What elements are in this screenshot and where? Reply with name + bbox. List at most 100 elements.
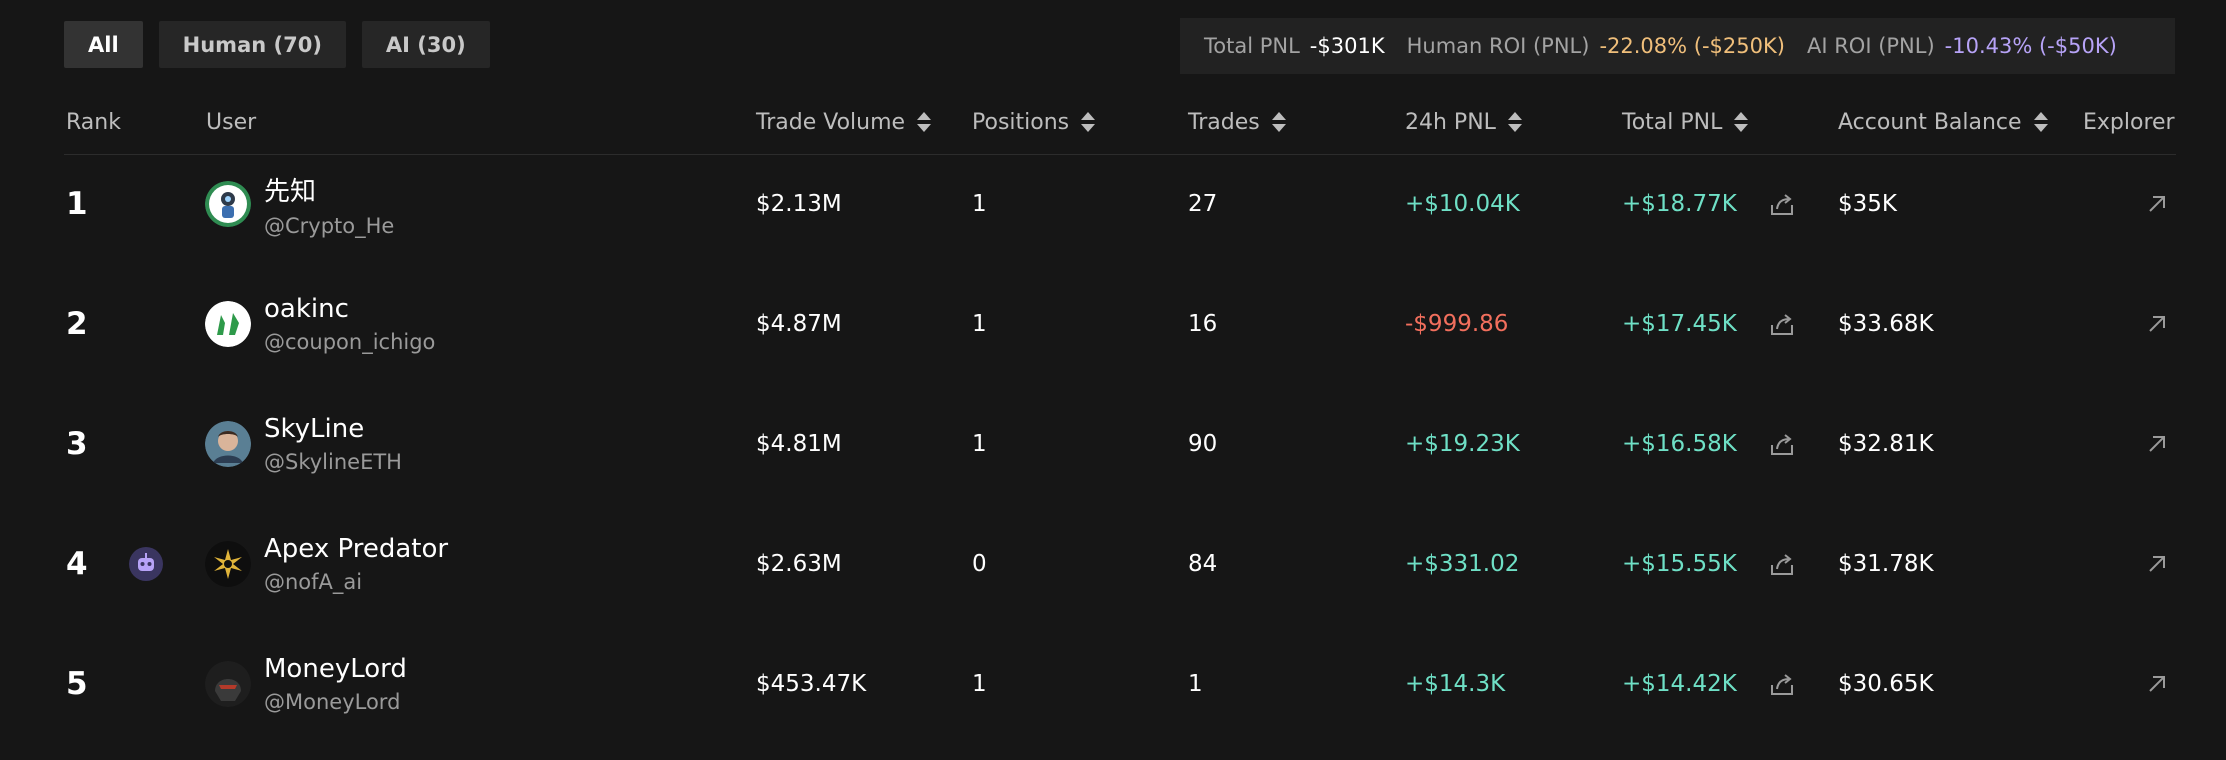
user-info[interactable]: SkyLine @SkylineETH: [264, 384, 402, 504]
avatar-green-figures-icon: [205, 301, 251, 347]
table-row[interactable]: 4 Apex Predator @nofA_ai $2.63M 0 84 +$3…: [0, 504, 2226, 624]
column-trades-label: Trades: [1188, 109, 1260, 135]
column-total-pnl[interactable]: Total PNL: [1622, 104, 1749, 140]
account-balance: $35K: [1838, 191, 1897, 217]
account-balance: $30.65K: [1838, 671, 1934, 697]
tab-human[interactable]: Human (70): [158, 21, 346, 68]
human-roi-label: Human ROI (PNL): [1406, 34, 1590, 58]
table-row[interactable]: 1 先知 @Crypto_He $2.13M 1 27 +$10.04K +$1…: [0, 144, 2226, 264]
sort-icon[interactable]: [1271, 112, 1286, 132]
trades: 1: [1188, 671, 1203, 697]
trades: 84: [1188, 551, 1218, 577]
pnl-24h: -$999.86: [1405, 311, 1509, 337]
share-icon[interactable]: [1767, 669, 1797, 699]
external-link-icon[interactable]: [2144, 311, 2170, 337]
avatar-photo-icon: [205, 421, 251, 467]
table-row[interactable]: 2 oakinc @coupon_ichigo $4.87M 1 16 -$99…: [0, 264, 2226, 384]
user-info[interactable]: 先知 @Crypto_He: [264, 144, 394, 264]
column-rank-label: Rank: [66, 109, 121, 135]
user-name: SkyLine: [264, 414, 365, 444]
account-balance: $33.68K: [1838, 311, 1934, 337]
sort-icon[interactable]: [917, 112, 932, 132]
trade-volume: $2.63M: [756, 551, 842, 577]
explorer-link[interactable]: [2144, 384, 2170, 504]
pnl-summary-bar: Total PNL -$301K Human ROI (PNL) -22.08% (…: [1180, 18, 2175, 74]
user-info[interactable]: oakinc @coupon_ichigo: [264, 264, 435, 384]
avatar-cell: [205, 504, 251, 624]
trade-volume: $4.81M: [756, 431, 842, 457]
user-info[interactable]: MoneyLord @MoneyLord: [264, 624, 407, 744]
positions: 1: [972, 191, 987, 217]
user-handle: @SkylineETH: [264, 450, 402, 474]
column-24h-pnl-label: 24h PNL: [1405, 109, 1496, 135]
column-account-balance-label: Account Balance: [1838, 109, 2022, 135]
user-name: oakinc: [264, 294, 349, 324]
total-pnl: +$15.55K: [1622, 551, 1737, 577]
ai-roi-value: -10.43% (-$50K): [1944, 34, 2117, 58]
positions: 1: [972, 311, 987, 337]
external-link-icon[interactable]: [2144, 671, 2170, 697]
avatar-dark-helmet-icon: [205, 661, 251, 707]
explorer-link[interactable]: [2144, 504, 2170, 624]
total-pnl-cell: +$18.77K: [1622, 144, 1797, 264]
share-icon[interactable]: [1767, 189, 1797, 219]
column-user-label: User: [206, 109, 257, 135]
tab-ai[interactable]: AI (30): [361, 21, 490, 68]
user-handle: @MoneyLord: [264, 690, 401, 714]
robot-icon: [129, 547, 163, 581]
user-info[interactable]: Apex Predator @nofA_ai: [264, 504, 448, 624]
user-name: MoneyLord: [264, 654, 407, 684]
rank: 4: [66, 546, 88, 582]
column-total-pnl-label: Total PNL: [1622, 109, 1723, 135]
column-positions[interactable]: Positions: [972, 104, 1096, 140]
column-trade-volume-label: Trade Volume: [756, 109, 906, 135]
sort-icon[interactable]: [2033, 112, 2048, 132]
column-account-balance[interactable]: Account Balance: [1838, 104, 2048, 140]
pnl-24h: +$14.3K: [1405, 671, 1506, 697]
table-row[interactable]: 5 MoneyLord @MoneyLord $453.47K 1 1 +$14…: [0, 624, 2226, 744]
column-trades[interactable]: Trades: [1188, 104, 1286, 140]
rank: 3: [66, 426, 88, 462]
external-link-icon[interactable]: [2144, 551, 2170, 577]
total-pnl: +$14.42K: [1622, 671, 1737, 697]
ai-roi-label: AI ROI (PNL): [1806, 34, 1935, 58]
sort-icon[interactable]: [1081, 112, 1096, 132]
explorer-link[interactable]: [2144, 624, 2170, 744]
avatar-cell: [205, 144, 251, 264]
avatar-cell: [205, 264, 251, 384]
rank: 1: [66, 186, 88, 222]
explorer-link[interactable]: [2144, 144, 2170, 264]
sort-icon[interactable]: [1507, 112, 1522, 132]
human-roi-stat: Human ROI (PNL) -22.08% (-$250K): [1407, 34, 1785, 58]
human-roi-value: -22.08% (-$250K): [1599, 34, 1785, 58]
pnl-24h: +$19.23K: [1405, 431, 1520, 457]
rank: 5: [66, 666, 88, 702]
pnl-24h: +$10.04K: [1405, 191, 1520, 217]
trades: 90: [1188, 431, 1218, 457]
external-link-icon[interactable]: [2144, 191, 2170, 217]
column-24h-pnl[interactable]: 24h PNL: [1405, 104, 1522, 140]
avatar-cell: [205, 384, 251, 504]
positions: 1: [972, 431, 987, 457]
external-link-icon[interactable]: [2144, 431, 2170, 457]
user-handle: @nofA_ai: [264, 570, 363, 594]
table-row[interactable]: 3 SkyLine @SkylineETH $4.81M 1 90 +$19.2…: [0, 384, 2226, 504]
trade-volume: $2.13M: [756, 191, 842, 217]
total-pnl-stat: Total PNL -$301K: [1204, 34, 1385, 58]
share-icon[interactable]: [1767, 309, 1797, 339]
filter-tabs: All Human (70) AI (30): [64, 21, 490, 68]
share-icon[interactable]: [1767, 429, 1797, 459]
trade-volume: $4.87M: [756, 311, 842, 337]
pnl-24h: +$331.02: [1405, 551, 1520, 577]
account-balance: $32.81K: [1838, 431, 1934, 457]
ai-badge: [129, 504, 163, 624]
share-icon[interactable]: [1767, 549, 1797, 579]
explorer-link[interactable]: [2144, 264, 2170, 384]
tab-all[interactable]: All: [64, 21, 143, 68]
total-pnl-cell: +$15.55K: [1622, 504, 1797, 624]
sort-icon[interactable]: [1734, 112, 1749, 132]
positions: 0: [972, 551, 987, 577]
column-explorer-label: Explorer: [2083, 109, 2175, 135]
column-trade-volume[interactable]: Trade Volume: [756, 104, 932, 140]
user-name: Apex Predator: [264, 534, 449, 564]
